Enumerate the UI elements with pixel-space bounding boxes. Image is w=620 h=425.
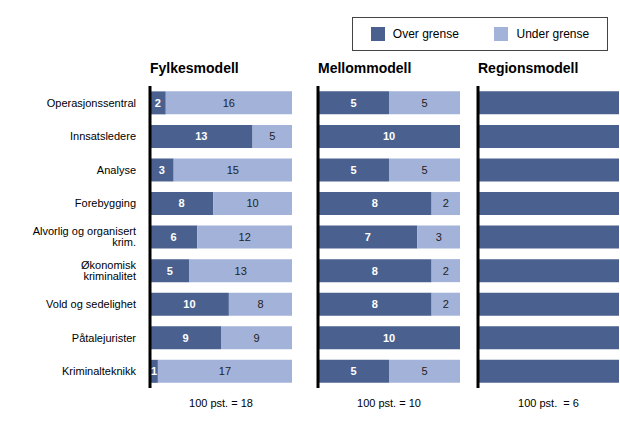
- svg-text:5: 5: [421, 164, 427, 176]
- svg-text:10: 10: [383, 130, 395, 142]
- svg-text:Innsatsledere: Innsatsledere: [70, 130, 136, 142]
- svg-text:10: 10: [383, 332, 395, 344]
- svg-text:17: 17: [219, 365, 231, 377]
- html-text:100 pst. = 18: 100 pst. = 18: [189, 397, 253, 409]
- svg-text:8: 8: [372, 265, 378, 277]
- svg-text:13: 13: [195, 130, 207, 142]
- svg-text:8: 8: [372, 298, 378, 310]
- svg-text:9: 9: [182, 332, 188, 344]
- svg-text:10: 10: [246, 197, 258, 209]
- svg-text:8: 8: [372, 197, 378, 209]
- svg-text:Påtalejurister: Påtalejurister: [72, 332, 137, 344]
- html-text:Over grense: Over grense: [392, 27, 459, 41]
- svg-text:2: 2: [443, 298, 449, 310]
- svg-text:6: 6: [171, 231, 177, 243]
- svg-text:3: 3: [436, 231, 442, 243]
- svg-text:2: 2: [443, 265, 449, 277]
- svg-text:Alvorlig og organisertkrim.: Alvorlig og organisertkrim.: [33, 225, 136, 248]
- svg-text:9: 9: [253, 332, 259, 344]
- svg-text:Analyse: Analyse: [97, 164, 136, 176]
- svg-text:Forebygging: Forebygging: [75, 197, 136, 209]
- svg-text:5: 5: [421, 97, 427, 109]
- svg-text:Kriminalteknikk: Kriminalteknikk: [62, 365, 136, 377]
- svg-text:15: 15: [227, 164, 239, 176]
- svg-text:1: 1: [151, 365, 157, 377]
- svg-text:3: 3: [159, 164, 165, 176]
- svg-text:10: 10: [183, 298, 195, 310]
- svg-text:2: 2: [155, 97, 161, 109]
- html-text:Fylkesmodell: Fylkesmodell: [150, 60, 239, 76]
- svg-text:2: 2: [443, 197, 449, 209]
- svg-text:5: 5: [350, 365, 356, 377]
- svg-text:8: 8: [257, 298, 263, 310]
- html-text:Mellommodell: Mellommodell: [318, 60, 412, 76]
- svg-text:Operasjonssentral: Operasjonssentral: [47, 97, 136, 109]
- html-text:Regionsmodell: Regionsmodell: [478, 60, 579, 76]
- svg-text:5: 5: [269, 130, 275, 142]
- svg-text:5: 5: [421, 365, 427, 377]
- svg-text:8: 8: [178, 197, 184, 209]
- svg-text:12: 12: [239, 231, 251, 243]
- svg-text:5: 5: [350, 164, 356, 176]
- svg-text:5: 5: [350, 97, 356, 109]
- svg-text:5: 5: [167, 265, 173, 277]
- svg-text:Økonomiskkriminalitet: Økonomiskkriminalitet: [81, 259, 137, 282]
- svg-text:16: 16: [223, 97, 235, 109]
- svg-text:13: 13: [235, 265, 247, 277]
- html-text:Under grense: Under grense: [516, 27, 590, 41]
- svg-text:7: 7: [365, 231, 371, 243]
- html-text:100 pst. = 6: 100 pst. = 6: [518, 397, 579, 409]
- svg-text:Vold og sedelighet: Vold og sedelighet: [46, 298, 136, 310]
- html-text:100 pst. = 10: 100 pst. = 10: [357, 397, 421, 409]
